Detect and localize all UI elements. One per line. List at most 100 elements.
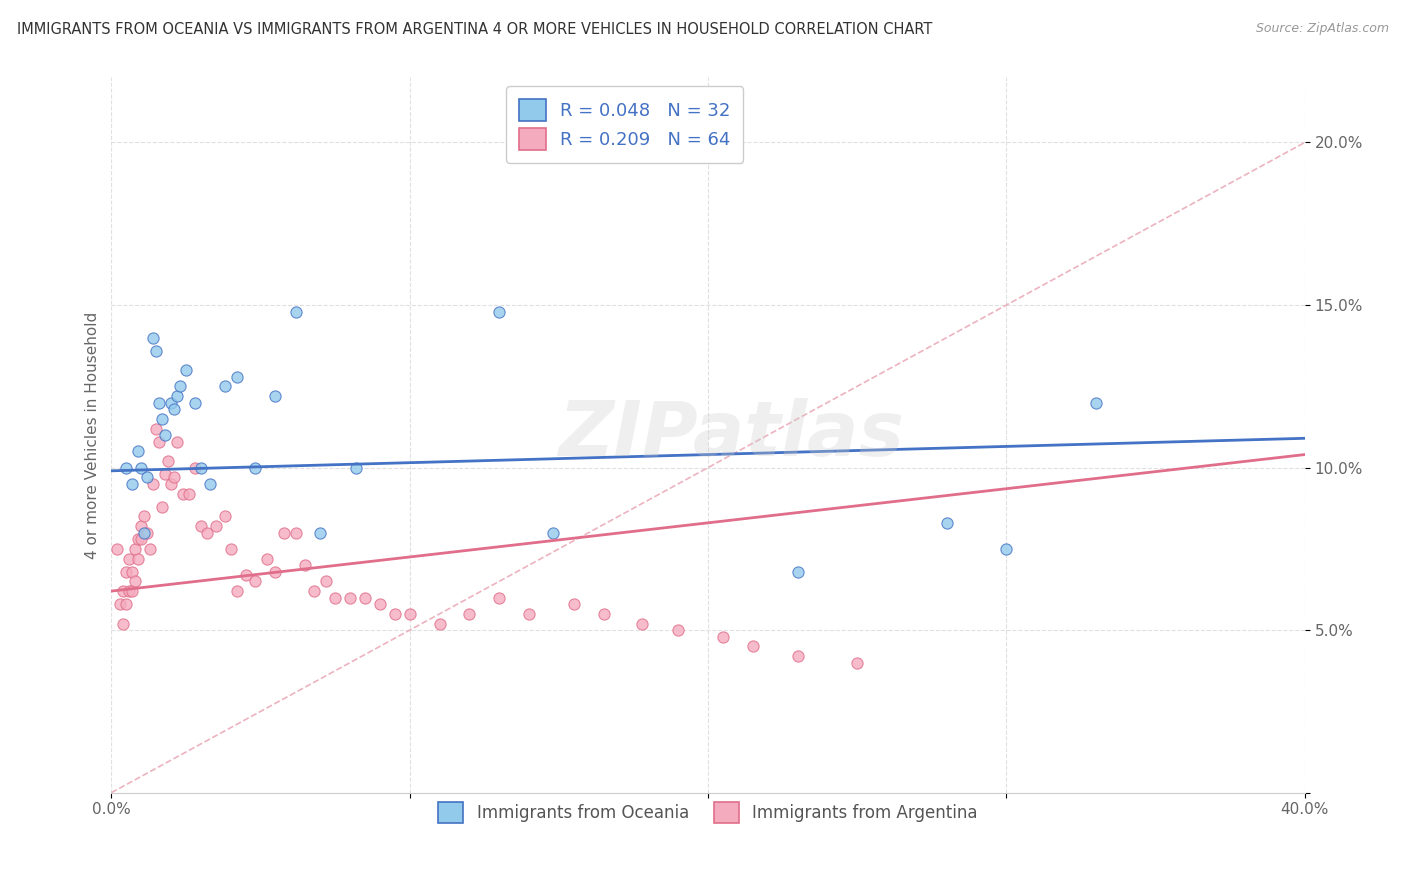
Point xyxy=(134,509,156,524)
Point xyxy=(121,565,143,579)
Point xyxy=(124,574,146,589)
Point xyxy=(136,525,159,540)
Point xyxy=(121,584,143,599)
Point xyxy=(711,630,734,644)
Point xyxy=(264,565,287,579)
Point xyxy=(309,525,332,540)
Point xyxy=(112,616,135,631)
Point xyxy=(145,421,167,435)
Point xyxy=(741,640,763,654)
Point xyxy=(368,597,391,611)
Point xyxy=(517,607,540,621)
Point xyxy=(169,379,191,393)
Point xyxy=(562,597,585,611)
Point xyxy=(1084,395,1107,409)
Point xyxy=(127,444,149,458)
Point xyxy=(219,541,242,556)
Point xyxy=(205,519,228,533)
Point xyxy=(225,584,247,599)
Point xyxy=(118,584,141,599)
Point xyxy=(129,519,152,533)
Point xyxy=(631,616,654,631)
Text: Source: ZipAtlas.com: Source: ZipAtlas.com xyxy=(1256,22,1389,36)
Point xyxy=(458,607,481,621)
Point xyxy=(136,470,159,484)
Point xyxy=(174,363,197,377)
Point xyxy=(235,567,257,582)
Point xyxy=(285,304,308,318)
Point xyxy=(163,402,186,417)
Point xyxy=(541,525,564,540)
Point xyxy=(786,649,808,664)
Point xyxy=(315,574,337,589)
Point xyxy=(118,551,141,566)
Point xyxy=(592,607,614,621)
Point xyxy=(243,574,266,589)
Point xyxy=(112,584,135,599)
Point xyxy=(115,565,138,579)
Point xyxy=(488,591,510,605)
Point xyxy=(150,411,173,425)
Y-axis label: 4 or more Vehicles in Household: 4 or more Vehicles in Household xyxy=(86,311,100,558)
Point xyxy=(190,519,212,533)
Point xyxy=(129,460,152,475)
Point xyxy=(153,467,176,481)
Point xyxy=(935,516,957,530)
Point xyxy=(384,607,406,621)
Point xyxy=(157,454,180,468)
Point xyxy=(184,395,207,409)
Point xyxy=(323,591,346,605)
Point xyxy=(354,591,377,605)
Point xyxy=(488,304,510,318)
Point xyxy=(134,525,156,540)
Legend: Immigrants from Oceania, Immigrants from Argentina: Immigrants from Oceania, Immigrants from… xyxy=(427,790,990,834)
Point xyxy=(294,558,316,573)
Point xyxy=(786,565,808,579)
Point xyxy=(846,656,869,670)
Point xyxy=(184,460,207,475)
Text: IMMIGRANTS FROM OCEANIA VS IMMIGRANTS FROM ARGENTINA 4 OR MORE VEHICLES IN HOUSE: IMMIGRANTS FROM OCEANIA VS IMMIGRANTS FR… xyxy=(17,22,932,37)
Point xyxy=(160,395,183,409)
Point xyxy=(190,460,212,475)
Point xyxy=(273,525,295,540)
Point xyxy=(256,551,278,566)
Point xyxy=(142,330,165,344)
Point xyxy=(127,551,149,566)
Point xyxy=(214,379,236,393)
Point xyxy=(166,434,188,449)
Point xyxy=(339,591,361,605)
Point xyxy=(160,476,183,491)
Point xyxy=(264,389,287,403)
Point xyxy=(243,460,266,475)
Point xyxy=(666,623,689,637)
Point xyxy=(177,486,200,500)
Point xyxy=(285,525,308,540)
Point xyxy=(344,460,367,475)
Point xyxy=(139,541,162,556)
Point xyxy=(198,476,221,491)
Point xyxy=(148,434,170,449)
Point xyxy=(153,428,176,442)
Point xyxy=(110,597,132,611)
Point xyxy=(124,541,146,556)
Point xyxy=(398,607,420,621)
Point xyxy=(172,486,194,500)
Point xyxy=(145,343,167,358)
Point xyxy=(115,597,138,611)
Point xyxy=(115,460,138,475)
Point xyxy=(121,476,143,491)
Point xyxy=(304,584,326,599)
Point xyxy=(105,541,128,556)
Point xyxy=(195,525,218,540)
Text: ZIPatlas: ZIPatlas xyxy=(560,398,905,472)
Point xyxy=(127,532,149,546)
Point xyxy=(129,532,152,546)
Point xyxy=(214,509,236,524)
Point xyxy=(995,541,1018,556)
Point xyxy=(166,389,188,403)
Point xyxy=(163,470,186,484)
Point xyxy=(429,616,451,631)
Point xyxy=(150,500,173,514)
Point xyxy=(142,476,165,491)
Point xyxy=(148,395,170,409)
